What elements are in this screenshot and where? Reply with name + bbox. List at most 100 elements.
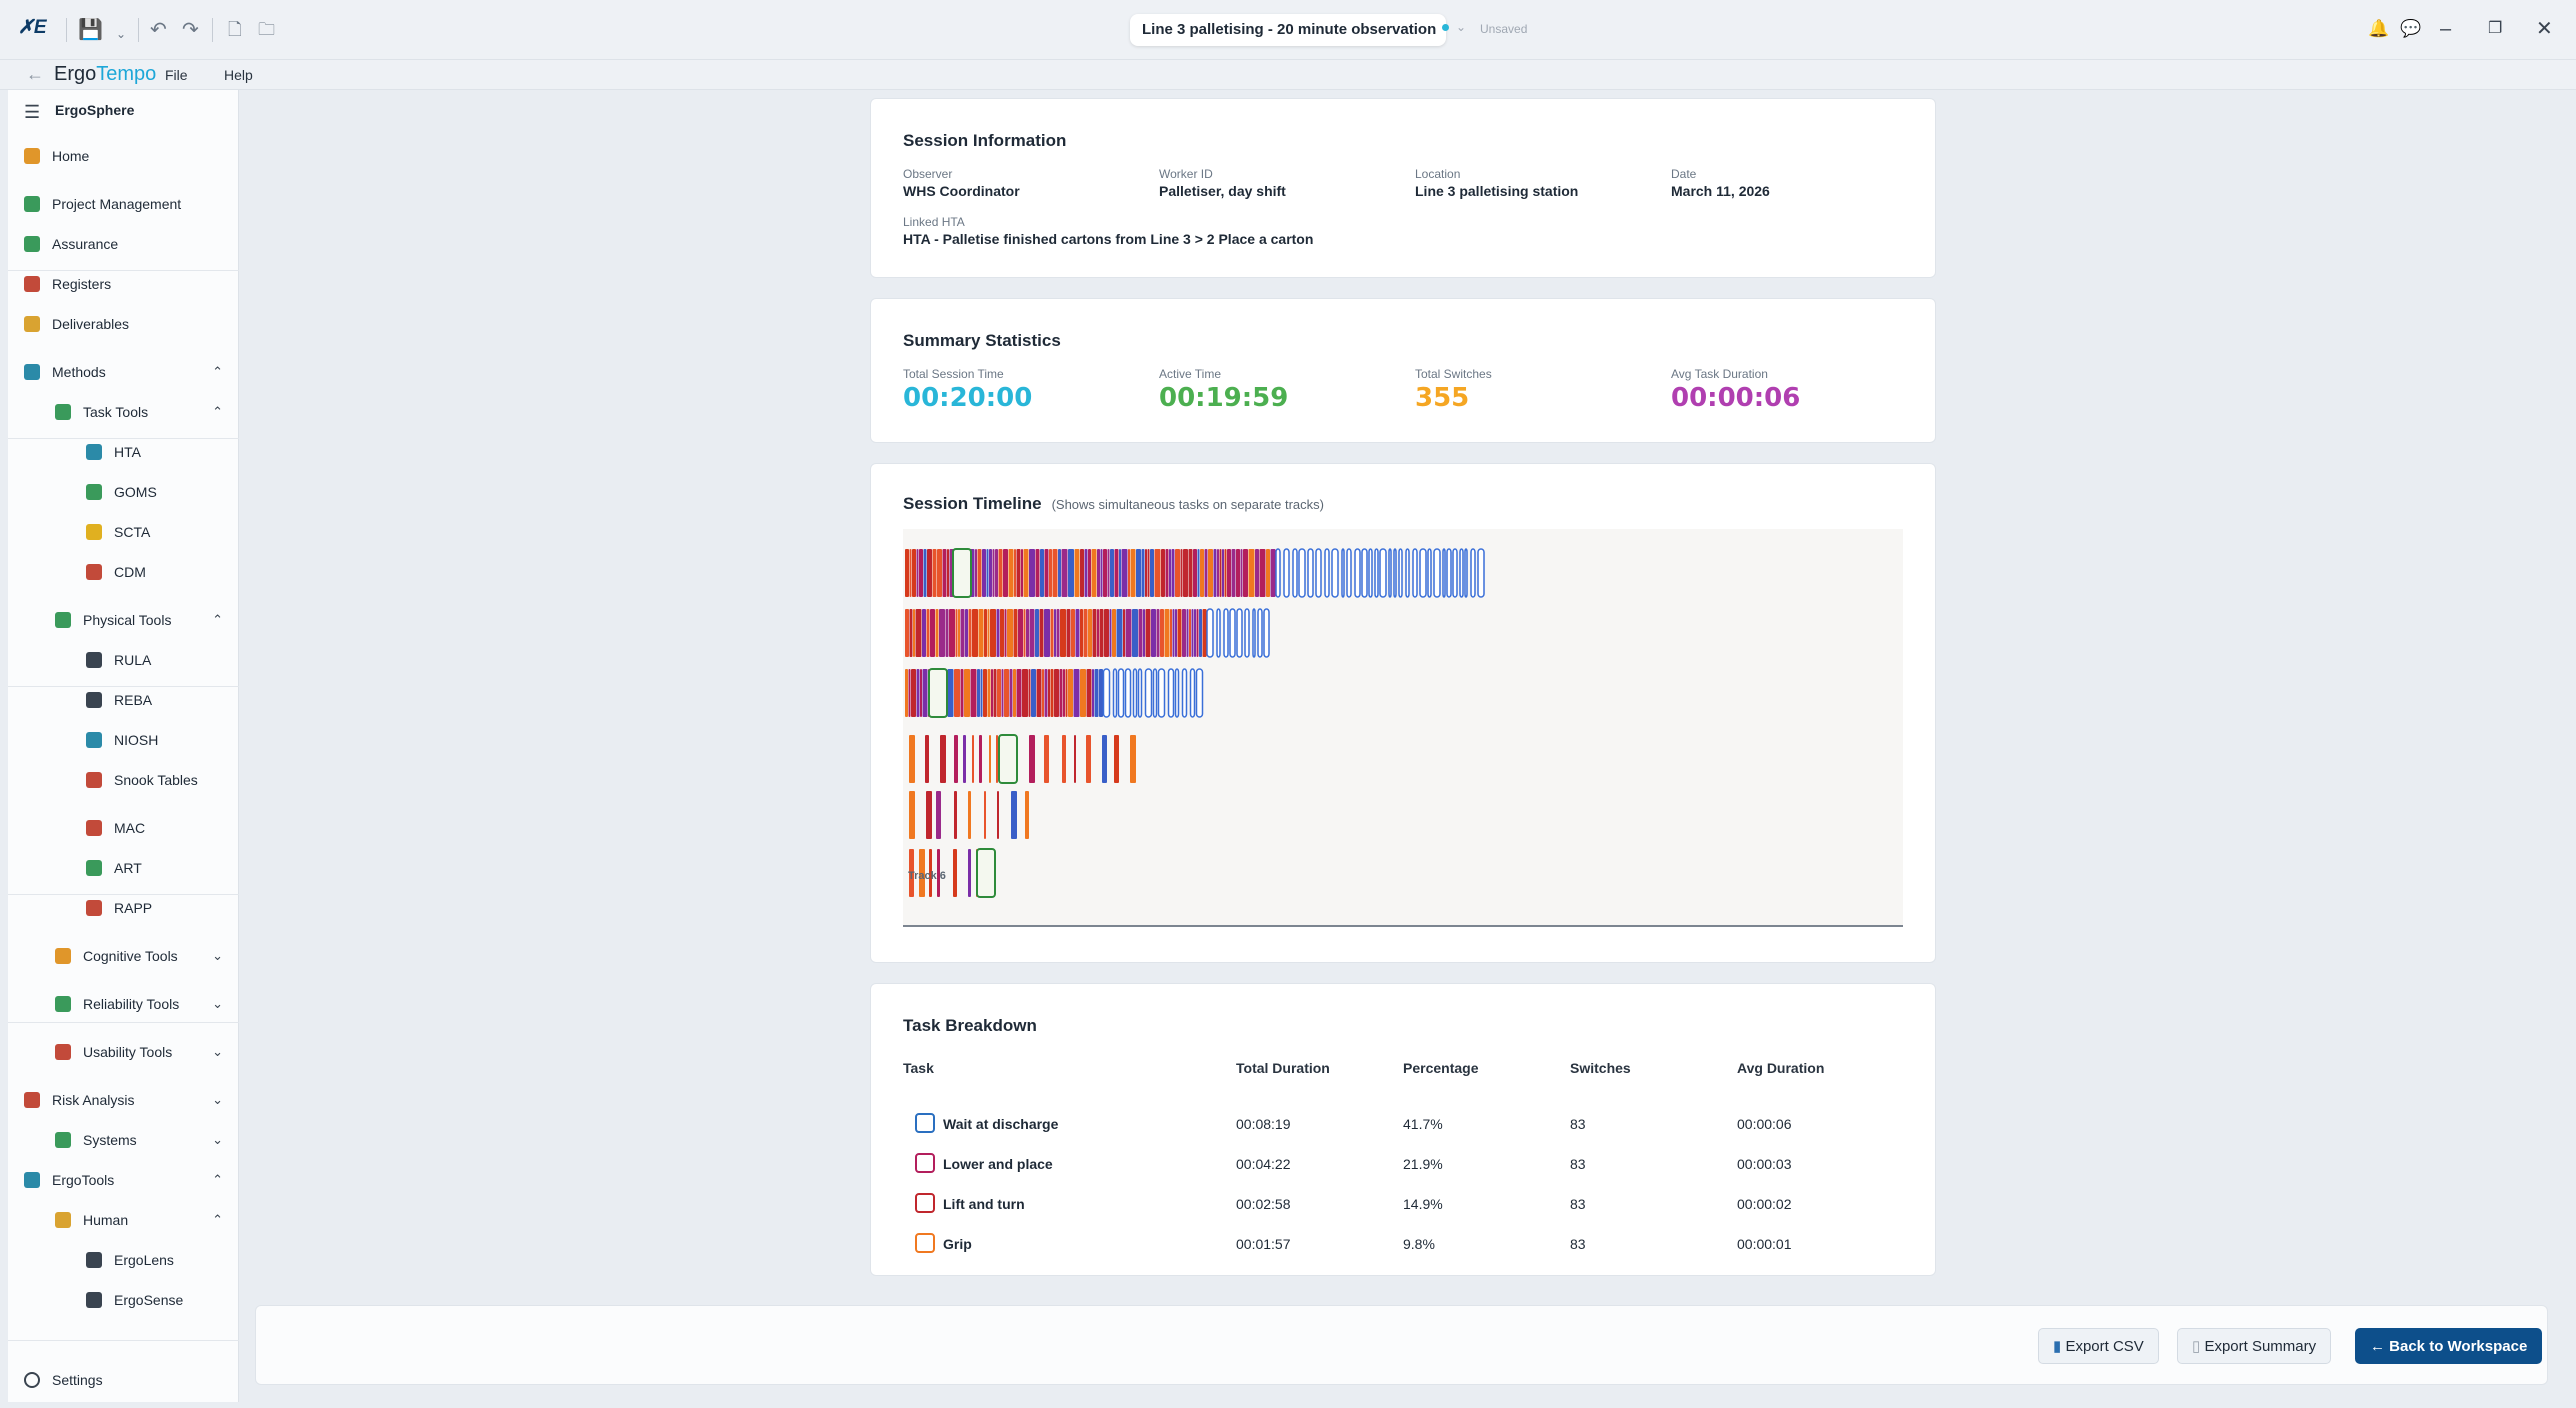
timeline-segment[interactable] <box>1050 609 1054 657</box>
timeline-segment[interactable] <box>1009 669 1013 717</box>
sidebar-item-ergolens[interactable]: ErgoLens <box>86 1248 239 1272</box>
table-row[interactable]: Lift and turn 00:02:58 14.9% 83 00:00:02 <box>871 1186 1935 1226</box>
timeline-segment[interactable] <box>911 669 916 717</box>
timeline-segment[interactable] <box>1029 735 1035 783</box>
timeline-segment[interactable] <box>1213 549 1217 597</box>
timeline-segment[interactable] <box>1217 549 1219 597</box>
timeline-segment[interactable] <box>1092 669 1094 717</box>
timeline-segment[interactable] <box>1341 548 1345 598</box>
timeline-segment[interactable] <box>1189 609 1191 657</box>
timeline-segment[interactable] <box>927 549 932 597</box>
timeline-segment[interactable] <box>1206 608 1214 658</box>
timeline-segment[interactable] <box>1116 609 1123 657</box>
timeline-segment[interactable] <box>997 669 1001 717</box>
timeline-segment[interactable] <box>1419 548 1427 598</box>
sidebar-item-project-management[interactable]: Project Management <box>24 192 239 216</box>
timeline-segment[interactable] <box>1110 549 1114 597</box>
timeline-segment[interactable] <box>998 549 1003 597</box>
timeline-segment[interactable] <box>909 549 912 597</box>
timeline-segment[interactable] <box>1100 549 1103 597</box>
timeline-segment[interactable] <box>975 549 977 597</box>
sidebar-item-niosh[interactable]: NIOSH <box>86 728 239 752</box>
timeline-segment[interactable] <box>916 669 920 717</box>
timeline-segment[interactable] <box>1029 549 1035 597</box>
table-row[interactable]: Wait at discharge 00:08:19 41.7% 83 00:00:06 <box>871 1106 1935 1146</box>
timeline-segment[interactable] <box>1013 669 1016 717</box>
sidebar-item-home[interactable]: Home <box>24 144 239 168</box>
timeline-segment[interactable] <box>1368 548 1373 598</box>
timeline-segment[interactable] <box>1073 669 1080 717</box>
timeline-segment[interactable] <box>1011 791 1017 839</box>
timeline-segment[interactable] <box>1227 549 1231 597</box>
timeline-segment[interactable] <box>1181 668 1188 718</box>
timeline-segment[interactable] <box>1170 609 1172 657</box>
timeline-segment[interactable] <box>1263 608 1270 658</box>
timeline-segment[interactable] <box>1141 549 1145 597</box>
timeline-segment[interactable] <box>1156 609 1160 657</box>
timeline-segment[interactable] <box>909 735 915 783</box>
timeline-segment[interactable] <box>1016 669 1022 717</box>
sidebar-item-mac[interactable]: MAC <box>86 816 239 840</box>
timeline-segment[interactable] <box>1080 669 1086 717</box>
timeline-segment[interactable] <box>1229 608 1236 658</box>
timeline-segment[interactable] <box>1152 668 1158 718</box>
timeline-segment[interactable] <box>980 669 983 717</box>
timeline-segment[interactable] <box>1121 549 1128 597</box>
timeline-segment[interactable] <box>1157 668 1166 718</box>
timeline-segment[interactable] <box>1374 548 1379 598</box>
chevron-up-icon[interactable]: ⌃ <box>212 612 223 627</box>
timeline-segment[interactable] <box>1177 609 1182 657</box>
timeline-segment[interactable] <box>1066 609 1071 657</box>
chevron-down-icon[interactable]: ⌄ <box>212 1132 223 1147</box>
timeline-segment[interactable] <box>968 791 971 839</box>
sidebar-item-hta[interactable]: HTA <box>86 440 239 464</box>
timeline-segment[interactable] <box>1114 735 1119 783</box>
timeline-segment[interactable] <box>1175 549 1180 597</box>
timeline-segment[interactable] <box>1074 735 1076 783</box>
timeline-segment[interactable] <box>1197 549 1200 597</box>
timeline-segment[interactable] <box>1003 549 1008 597</box>
timeline-segment[interactable] <box>1138 609 1143 657</box>
timeline-segment[interactable] <box>1196 609 1199 657</box>
timeline-segment[interactable] <box>1270 549 1276 597</box>
timeline-segment[interactable] <box>1104 609 1109 657</box>
timeline-segment[interactable] <box>1128 549 1130 597</box>
chevron-up-icon[interactable]: ⌃ <box>212 1172 223 1187</box>
timeline-segment[interactable] <box>1388 548 1392 598</box>
timeline-segment[interactable] <box>1191 609 1194 657</box>
timeline-segment[interactable] <box>983 669 987 717</box>
timeline-segment[interactable] <box>1028 669 1031 717</box>
header-total-duration[interactable]: Total Duration <box>1236 1060 1330 1076</box>
timeline-segment[interactable] <box>1109 609 1112 657</box>
timeline-segment[interactable] <box>1112 609 1116 657</box>
timeline-segment[interactable] <box>1004 669 1009 717</box>
timeline-segment[interactable] <box>954 669 960 717</box>
timeline-segment[interactable] <box>1248 549 1255 597</box>
timeline-segment[interactable] <box>1283 548 1290 598</box>
timeline-segment[interactable] <box>1315 548 1322 598</box>
timeline-segment[interactable] <box>945 609 949 657</box>
sidebar-item-methods[interactable]: Methods ⌃ <box>24 360 239 384</box>
timeline-segment[interactable] <box>1298 548 1306 598</box>
timeline-segment[interactable] <box>954 735 958 783</box>
timeline-segment[interactable] <box>920 669 922 717</box>
timeline-segment[interactable] <box>1470 548 1476 598</box>
sidebar-item-rula[interactable]: RULA <box>86 648 239 672</box>
chevron-down-icon[interactable]: ⌄ <box>212 1092 223 1107</box>
timeline-segment[interactable] <box>937 849 940 897</box>
sidebar-item-scta[interactable]: SCTA <box>86 520 239 544</box>
save-dropdown-chevron-icon[interactable]: ⌄ <box>116 27 127 41</box>
timeline-segment[interactable] <box>1236 608 1243 658</box>
timeline-segment[interactable] <box>1054 669 1059 717</box>
timeline-segment[interactable] <box>1068 549 1074 597</box>
chevron-up-icon[interactable]: ⌃ <box>212 404 223 419</box>
timeline-segment[interactable] <box>1275 548 1281 598</box>
timeline-segment[interactable] <box>953 849 957 897</box>
timeline-segment[interactable] <box>1186 609 1189 657</box>
timeline-segment[interactable] <box>1000 609 1004 657</box>
header-task[interactable]: Task <box>903 1060 934 1076</box>
timeline-segment[interactable] <box>1442 548 1446 598</box>
timeline-segment[interactable] <box>997 791 999 839</box>
timeline-segment[interactable] <box>940 735 946 783</box>
restore-icon[interactable]: ❐ <box>2488 20 2503 37</box>
